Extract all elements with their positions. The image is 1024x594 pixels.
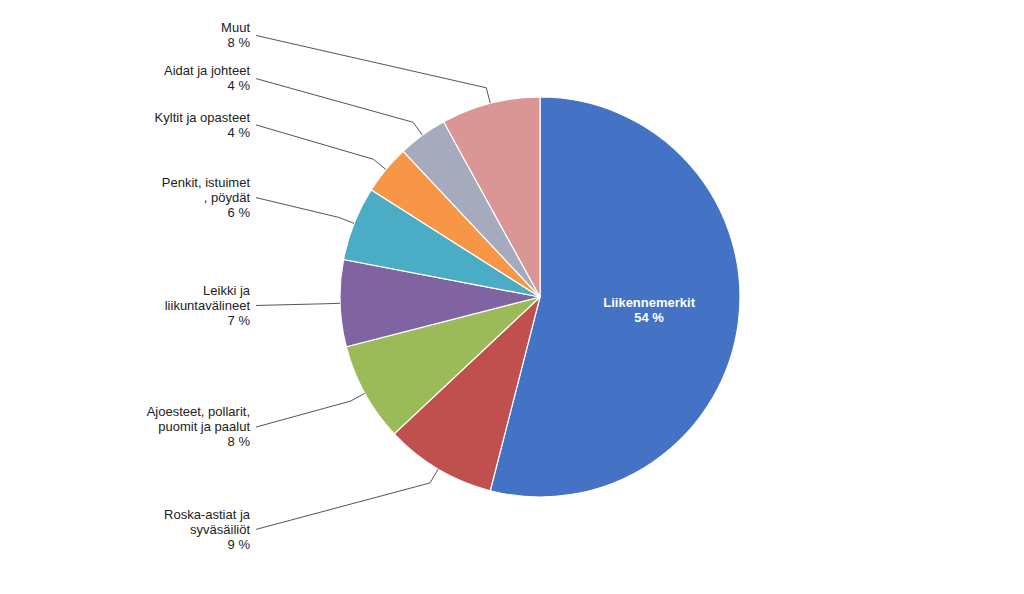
slice-label: Aidat ja johteet4 %	[164, 63, 250, 93]
slice-label: Leikki jaliikuntavälineet7 %	[165, 283, 251, 328]
value-label: 4 %	[228, 125, 251, 140]
category-label-line: puomit ja paalut	[158, 419, 250, 434]
leader-line	[256, 303, 340, 305]
pie-slice	[444, 97, 540, 297]
leader-line	[256, 393, 365, 427]
slice-label: Penkit, istuimet, pöydät6 %	[162, 175, 251, 220]
leader-line	[256, 198, 354, 224]
category-label-line: , pöydät	[204, 190, 251, 205]
leader-line	[256, 469, 438, 529]
category-label: Liikennemerkit	[603, 295, 695, 310]
category-label-line: Kyltit ja opasteet	[155, 110, 251, 125]
leader-lines	[256, 35, 490, 529]
value-label: 8 %	[228, 434, 251, 449]
value-label: 54 %	[634, 310, 664, 325]
chart-svg: Liikennemerkit54 %Muut8 %Aidat ja johtee…	[0, 0, 1024, 594]
leader-line	[256, 35, 490, 103]
slice-label: Kyltit ja opasteet4 %	[155, 110, 251, 140]
slice-label: Muut8 %	[221, 20, 250, 50]
category-label-line: Leikki ja	[203, 283, 251, 298]
slice-label: Liikennemerkit54 %	[603, 295, 695, 325]
category-label-line: liikuntavälineet	[165, 298, 251, 313]
category-label: Leikki jaliikuntavälineet	[165, 283, 251, 313]
slices	[340, 97, 740, 497]
category-label-line: syväsäiliöt	[190, 522, 250, 537]
chart-container: Liikennemerkit54 %Muut8 %Aidat ja johtee…	[0, 0, 1024, 594]
value-label: 7 %	[228, 313, 251, 328]
category-label: Ajoesteet, pollarit,puomit ja paalut	[147, 404, 251, 434]
category-label-line: Liikennemerkit	[603, 295, 695, 310]
category-label: Aidat ja johteet	[164, 63, 250, 78]
category-label: Penkit, istuimet, pöydät	[162, 175, 251, 205]
value-label: 6 %	[228, 205, 251, 220]
value-label: 8 %	[228, 35, 251, 50]
category-label: Kyltit ja opasteet	[155, 110, 251, 125]
leader-line	[256, 79, 422, 136]
category-label: Muut	[221, 20, 250, 35]
value-label: 4 %	[228, 78, 251, 93]
category-label-line: Aidat ja johteet	[164, 63, 250, 78]
leader-line	[256, 125, 386, 170]
labels: Liikennemerkit54 %Muut8 %Aidat ja johtee…	[147, 20, 696, 551]
category-label-line: Penkit, istuimet	[162, 175, 251, 190]
value-label: 9 %	[228, 537, 251, 552]
category-label: Roska-astiat jasyväsäiliöt	[164, 507, 251, 537]
category-label-line: Muut	[221, 20, 250, 35]
slice-label: Ajoesteet, pollarit,puomit ja paalut8 %	[147, 404, 251, 449]
category-label-line: Roska-astiat ja	[164, 507, 251, 522]
slice-label: Roska-astiat jasyväsäiliöt9 %	[164, 507, 251, 552]
category-label-line: Ajoesteet, pollarit,	[147, 404, 250, 419]
